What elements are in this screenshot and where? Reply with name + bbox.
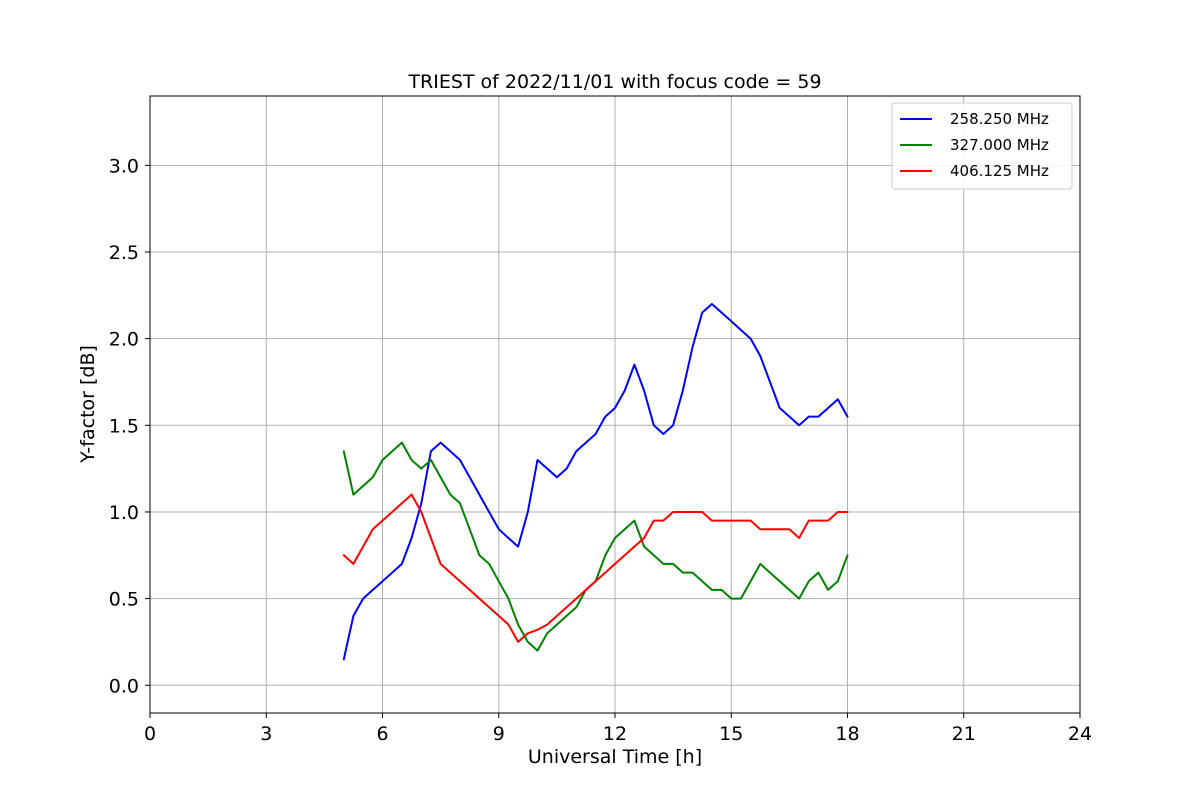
y-axis: 0.0 0.5 1.0 1.5 2.0 2.5 3.0 [109,155,150,697]
x-tick-label: 15 [719,723,743,745]
series-line-3 [342,493,849,643]
legend-entry: 406.125 MHz [950,162,1049,180]
x-axis-label: Universal Time [h] [528,746,702,768]
y-tick-label: 0.0 [109,675,139,697]
y-tick-label: 1.0 [109,502,139,524]
chart-title: TRIEST of 2022/11/01 with focus code = 5… [407,71,821,93]
series-line-1 [342,303,849,661]
x-tick-label: 9 [493,723,505,745]
x-tick-label: 21 [952,723,976,745]
legend: 258.250 MHz 327.000 MHz 406.125 MHz [891,102,1073,190]
x-tick-label: 0 [144,723,156,745]
x-tick-label: 18 [835,723,859,745]
x-axis: 0 3 6 9 12 15 18 21 24 [144,713,1092,745]
y-tick-label: 3.0 [109,155,139,177]
y-tick-label: 1.5 [109,415,139,437]
x-tick-label: 6 [376,723,388,745]
legend-box [891,102,1073,190]
plot-area [342,303,849,661]
y-tick-label: 2.0 [109,329,139,351]
x-tick-label: 12 [603,723,627,745]
y-tick-label: 0.5 [109,589,139,611]
x-tick-label: 24 [1068,723,1092,745]
series-layer [342,303,849,661]
legend-entry: 258.250 MHz [950,110,1049,128]
x-tick-label: 3 [260,723,272,745]
y-axis-label: Y-factor [dB] [77,345,99,464]
legend-entry: 327.000 MHz [950,136,1049,154]
y-tick-label: 2.5 [109,242,139,264]
